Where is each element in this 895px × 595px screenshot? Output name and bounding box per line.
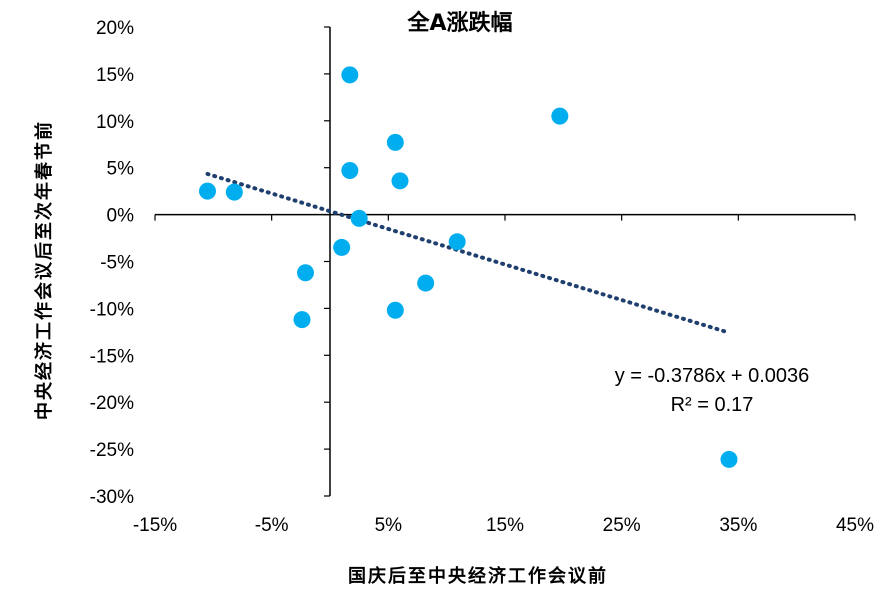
y-tick-label: -5% <box>100 253 134 274</box>
trend-r-squared: R² = 0.17 <box>671 394 754 416</box>
y-tick-labels: 20% 15% 10% 5% 0% -5% -10% -15% -20% -25% -30% <box>90 18 134 508</box>
y-tick-label: 20% <box>96 18 134 39</box>
y-tick-label: -30% <box>90 487 134 508</box>
x-tick-label: 5% <box>375 515 403 536</box>
data-point <box>297 264 314 282</box>
y-tick-label: -20% <box>90 393 134 414</box>
trendline <box>205 171 731 335</box>
data-point <box>448 233 466 251</box>
x-tick-label: -15% <box>133 515 177 536</box>
chart-title: 全A涨跌幅 <box>406 10 512 36</box>
x-tick-label: -5% <box>255 515 289 536</box>
data-point <box>720 450 738 468</box>
y-tick-label: 10% <box>96 112 134 133</box>
axes <box>154 26 856 497</box>
data-point <box>350 209 368 227</box>
data-points <box>199 66 738 468</box>
data-point <box>386 301 404 319</box>
y-axis-label: 中央经济工作会议后至次年春节前 <box>33 120 55 420</box>
data-point <box>341 66 359 84</box>
data-point <box>341 162 359 180</box>
y-tick-label: 5% <box>107 159 135 180</box>
data-point <box>333 238 351 256</box>
x-tick-label: 15% <box>486 515 524 536</box>
y-tick-label: -10% <box>90 299 134 320</box>
x-axis-label: 国庆后至中央经济工作会议前 <box>348 565 608 587</box>
data-point <box>225 183 243 201</box>
y-tick-label: 15% <box>96 65 134 86</box>
data-point <box>199 182 216 200</box>
x-tick-label: 25% <box>603 515 641 536</box>
data-point <box>417 274 435 292</box>
data-point <box>391 172 409 190</box>
y-tick-label: 0% <box>107 206 135 227</box>
data-point <box>551 107 569 125</box>
x-tick-labels: -15% -5% 5% 15% 25% 35% 45% <box>133 515 874 536</box>
trend-equation: y = -0.3786x + 0.0036 <box>615 365 810 387</box>
y-tick-label: -25% <box>90 440 134 461</box>
x-tick-label: 35% <box>719 515 757 536</box>
x-tick-label: 45% <box>836 515 874 536</box>
data-point <box>386 133 404 151</box>
trendline-group <box>205 171 731 335</box>
data-point <box>293 311 311 329</box>
y-tick-label: -15% <box>90 346 134 367</box>
